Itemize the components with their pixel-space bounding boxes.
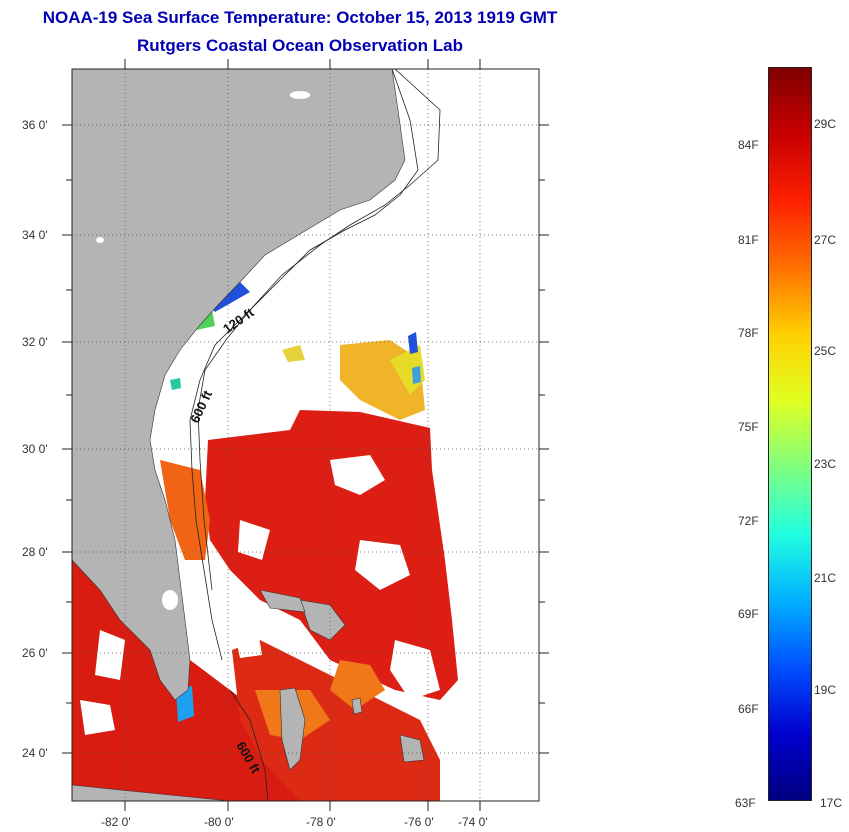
lat-label-28: 28 0' [22,545,48,559]
lakes [96,91,310,610]
colorbar-label-81f: 81F [738,233,759,247]
land-mass [72,69,406,701]
bahamas-islands [259,589,425,771]
lon-label-82: -82 0' [101,815,131,829]
bathymetry-contours [189,69,441,801]
lat-label-36: 36 0' [22,118,48,132]
lat-label-34: 34 0' [22,228,48,242]
lat-label-32: 32 0' [22,335,48,349]
colorbar-label-63f: 63F [735,796,756,810]
map-frame [71,68,540,802]
colorbar-label-69f: 69F [738,607,759,621]
colorbar-label-25c: 25C [814,344,837,358]
temperature-colorbar [768,67,812,801]
sst-map: 120 ft 600 ft 600 ft [62,59,549,811]
lat-label-30: 30 0' [22,442,48,456]
colorbar-label-72f: 72F [738,514,759,528]
cuba-coast [72,784,231,801]
colorbar-label-66f: 66F [738,702,759,716]
colorbar-label-17c: 17C [820,796,843,810]
lon-label-78: -78 0' [306,815,336,829]
axis-ticks [62,59,549,811]
colorbar-label-84f: 84F [738,138,759,152]
colorbar-label-75f: 75F [738,420,759,434]
map-subtitle: Rutgers Coastal Ocean Observation Lab [137,36,463,55]
map-title: NOAA-19 Sea Surface Temperature: October… [42,8,558,27]
colorbar-label-19c: 19C [814,683,837,697]
lon-label-74: -74 0' [458,815,488,829]
colorbar-label-27c: 27C [814,233,837,247]
colorbar-label-23c: 23C [814,457,837,471]
sst-swath [72,282,458,801]
lat-label-26: 26 0' [22,646,48,660]
lon-label-80: -80 0' [204,815,234,829]
colorbar-label-29c: 29C [814,117,837,131]
colorbar-label-21c: 21C [814,571,837,585]
lat-label-24: 24 0' [22,746,48,760]
colorbar-label-78f: 78F [738,326,759,340]
lon-label-76: -76 0' [404,815,434,829]
